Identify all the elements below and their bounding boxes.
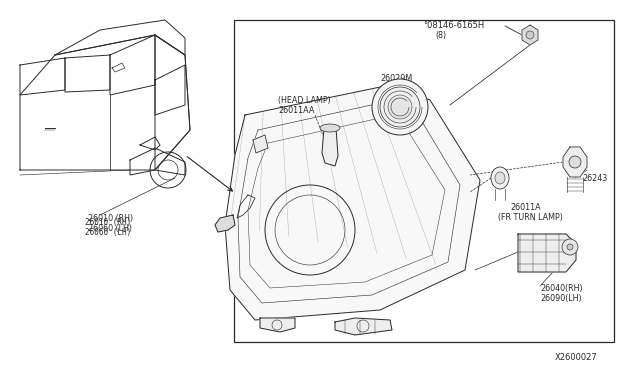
- Ellipse shape: [491, 167, 509, 189]
- Text: 26011AA: 26011AA: [278, 106, 314, 115]
- Circle shape: [569, 156, 581, 168]
- Text: 26243: 26243: [582, 173, 607, 183]
- Polygon shape: [563, 147, 587, 177]
- Text: 26060 (LH): 26060 (LH): [88, 224, 132, 232]
- Bar: [234, 20, 614, 342]
- Text: (8): (8): [435, 31, 446, 39]
- Text: 26060 (LH): 26060 (LH): [85, 228, 131, 237]
- Polygon shape: [522, 25, 538, 45]
- Text: °08146-6165H: °08146-6165H: [423, 20, 484, 29]
- Polygon shape: [335, 318, 392, 335]
- Ellipse shape: [495, 172, 505, 184]
- Circle shape: [380, 87, 420, 127]
- Polygon shape: [215, 215, 235, 232]
- Text: X2600027: X2600027: [555, 353, 598, 362]
- Polygon shape: [225, 85, 480, 320]
- Text: (HEAD LAMP): (HEAD LAMP): [278, 96, 331, 105]
- Polygon shape: [322, 128, 338, 166]
- Circle shape: [526, 31, 534, 39]
- Polygon shape: [518, 234, 576, 272]
- Text: (FR TURN LAMP): (FR TURN LAMP): [498, 212, 563, 221]
- Text: 26090(LH): 26090(LH): [540, 294, 582, 302]
- Text: 26010 (RH): 26010 (RH): [85, 218, 131, 227]
- Circle shape: [567, 244, 573, 250]
- Ellipse shape: [320, 124, 340, 132]
- Polygon shape: [260, 318, 295, 332]
- Polygon shape: [253, 135, 268, 153]
- Circle shape: [372, 79, 428, 135]
- Text: 26040(RH): 26040(RH): [540, 283, 582, 292]
- Text: 26010 (RH): 26010 (RH): [88, 214, 133, 222]
- Text: 26011A: 26011A: [510, 202, 541, 212]
- Text: 26029M: 26029M: [380, 74, 412, 83]
- Circle shape: [562, 239, 578, 255]
- Circle shape: [388, 95, 412, 119]
